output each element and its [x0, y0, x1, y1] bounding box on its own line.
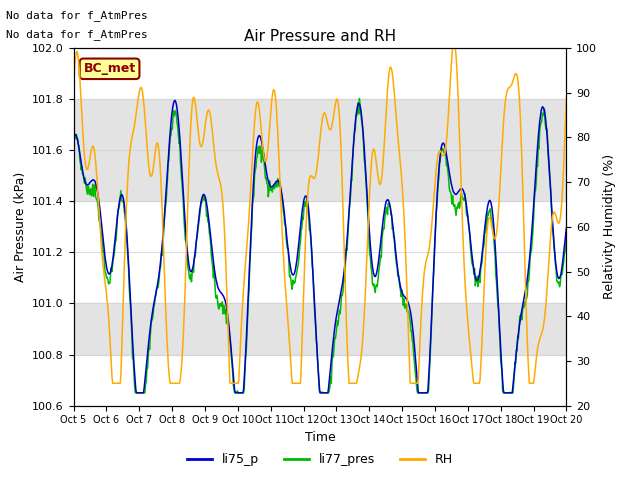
X-axis label: Time: Time: [305, 431, 335, 444]
Text: No data for f_AtmPres: No data for f_AtmPres: [6, 29, 148, 40]
Bar: [74, 99, 566, 201]
Bar: [74, 303, 566, 355]
Text: BC_met: BC_met: [83, 62, 136, 75]
Text: No data for f_AtmPres: No data for f_AtmPres: [6, 10, 148, 21]
Y-axis label: Air Pressure (kPa): Air Pressure (kPa): [13, 172, 27, 282]
Legend: li75_p, li77_pres, RH: li75_p, li77_pres, RH: [182, 448, 458, 471]
Title: Air Pressure and RH: Air Pressure and RH: [244, 29, 396, 44]
Y-axis label: Relativity Humidity (%): Relativity Humidity (%): [603, 154, 616, 300]
